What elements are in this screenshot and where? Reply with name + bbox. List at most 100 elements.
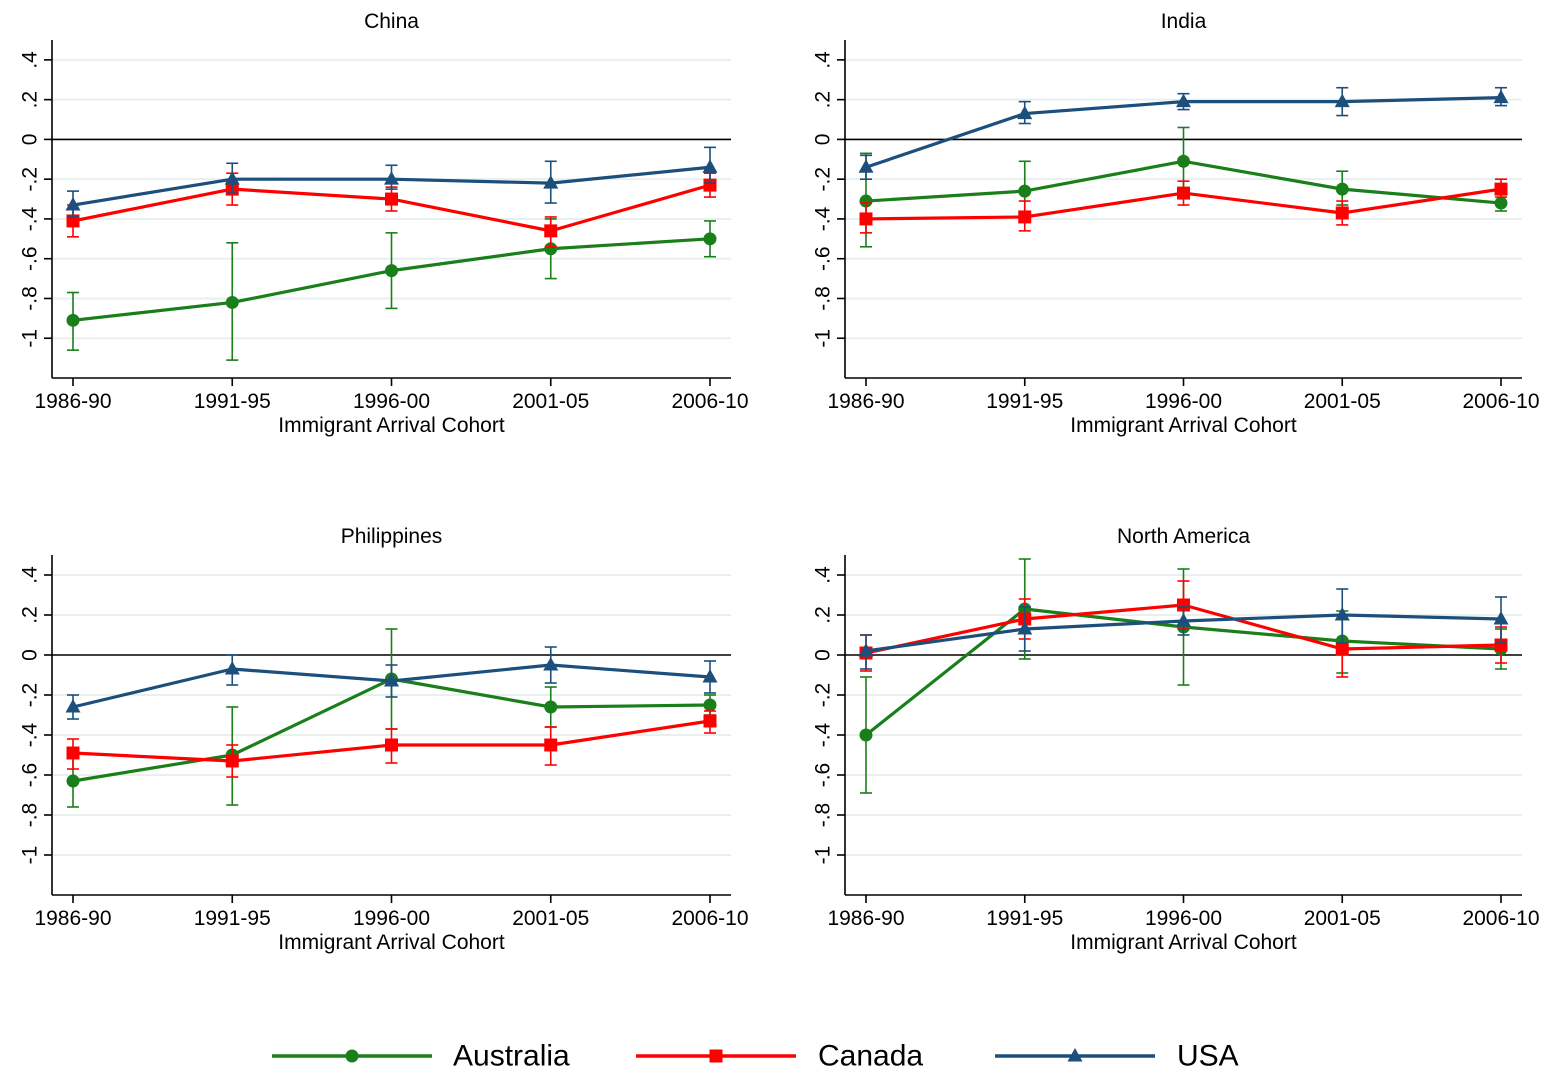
- x-tick-label: 1986-90: [827, 390, 904, 413]
- y-tick-label: -.6: [19, 246, 42, 271]
- y-tick-label: -1: [19, 846, 42, 865]
- point-usa: [65, 197, 81, 211]
- point-usa: [384, 673, 399, 687]
- point-canada: [385, 192, 398, 206]
- point-usa: [1493, 89, 1509, 104]
- series-usa: [858, 86, 1509, 180]
- panel-title: China: [364, 10, 419, 33]
- panel-title: North America: [1117, 525, 1250, 548]
- point-usa: [1334, 607, 1350, 621]
- series-usa: [65, 146, 718, 218]
- point-australia: [703, 698, 717, 712]
- point-canada: [385, 738, 398, 752]
- series-canada: [859, 178, 1508, 234]
- y-tick-label: .2: [19, 606, 42, 624]
- point-usa: [1017, 105, 1033, 120]
- x-tick-label: 1996-00: [353, 390, 430, 413]
- y-tick-label: -1: [812, 846, 835, 865]
- y-tick-label: -1: [812, 329, 835, 348]
- point-usa: [543, 175, 559, 189]
- legend-item-usa: USA: [995, 1040, 1239, 1073]
- legend-item-canada: Canada: [636, 1040, 923, 1073]
- x-tick-label: 2001-05: [1304, 390, 1381, 413]
- y-tick-label: .4: [812, 51, 835, 69]
- legend-marker-canada: [709, 1049, 723, 1063]
- point-canada: [1177, 186, 1190, 200]
- y-tick-label: -.8: [19, 286, 42, 311]
- y-tick-label: -.4: [19, 722, 42, 747]
- y-tick-label: -.4: [812, 206, 835, 231]
- y-tick-label: 0: [19, 134, 42, 146]
- y-tick-label: -.8: [19, 803, 42, 828]
- point-australia: [1494, 196, 1508, 210]
- y-tick-label: .2: [812, 606, 835, 624]
- legend-marker-usa: [1067, 1048, 1083, 1062]
- legend-label: Canada: [818, 1040, 923, 1073]
- y-tick-label: -1: [19, 329, 42, 348]
- y-tick-label: .4: [19, 566, 42, 584]
- x-tick-label: 1996-00: [1145, 907, 1222, 930]
- point-usa: [1334, 93, 1350, 108]
- point-usa: [1176, 93, 1191, 108]
- point-australia: [544, 700, 558, 714]
- point-canada: [1494, 182, 1508, 196]
- point-usa: [858, 643, 874, 657]
- x-tick-label: 1991-95: [986, 390, 1063, 413]
- point-canada: [1177, 598, 1190, 612]
- point-canada: [859, 212, 873, 226]
- point-usa: [224, 661, 240, 675]
- point-australia: [385, 264, 398, 278]
- y-tick-label: 0: [19, 649, 42, 661]
- point-australia: [1177, 154, 1190, 168]
- point-canada: [703, 178, 717, 192]
- y-tick-label: .4: [812, 566, 835, 584]
- point-usa: [1017, 621, 1033, 635]
- y-tick-label: -.2: [812, 683, 835, 708]
- y-tick-label: -.4: [812, 722, 835, 747]
- y-tick-label: -.4: [19, 206, 42, 231]
- point-usa: [384, 171, 399, 185]
- point-canada: [544, 224, 558, 238]
- x-tick-label: 1991-95: [194, 907, 271, 930]
- point-canada: [1018, 210, 1032, 224]
- x-tick-label: 1996-00: [353, 907, 430, 930]
- x-tick-label: 2001-05: [512, 907, 589, 930]
- point-canada: [1494, 638, 1508, 652]
- point-canada: [225, 754, 239, 768]
- x-axis-label: Immigrant Arrival Cohort: [278, 931, 505, 954]
- point-canada: [1335, 642, 1349, 656]
- point-australia: [225, 295, 239, 309]
- x-tick-label: 2001-05: [512, 390, 589, 413]
- point-australia: [66, 313, 80, 327]
- point-canada: [66, 746, 80, 760]
- y-tick-label: -.6: [19, 763, 42, 788]
- y-tick-label: -.8: [812, 803, 835, 828]
- x-tick-label: 1986-90: [34, 390, 111, 413]
- legend-marker-australia: [345, 1049, 359, 1063]
- point-usa: [65, 699, 81, 713]
- legend-item-australia: Australia: [272, 1040, 570, 1073]
- point-usa: [858, 159, 874, 173]
- panel-north-america: .4 .2 0 -.2 -.4 -.6 -.8 -1 1986-90 1991-95 1996-00…: [812, 525, 1540, 954]
- y-tick-label: -.2: [812, 167, 835, 192]
- point-australia: [66, 774, 80, 788]
- x-tick-label: 2001-05: [1304, 907, 1381, 930]
- point-australia: [859, 728, 873, 742]
- x-tick-label: 1991-95: [194, 390, 271, 413]
- y-tick-label: 0: [812, 649, 835, 661]
- point-australia: [703, 232, 717, 246]
- point-canada: [1335, 206, 1349, 220]
- x-tick-label: 1991-95: [986, 907, 1063, 930]
- legend: Australia Canada USA: [272, 1040, 1239, 1073]
- legend-label: Australia: [453, 1040, 570, 1073]
- panel-philippines: .4 .2 0 -.2 -.4 -.6 -.8 -1 1986-90 1991-95 1996-00…: [19, 525, 749, 954]
- point-australia: [544, 242, 558, 256]
- point-usa: [1176, 613, 1191, 627]
- x-tick-label: 2006-10: [1462, 390, 1539, 413]
- x-tick-label: 2006-10: [1462, 907, 1539, 930]
- panel-india: .4 .2 0 -.2 -.4 -.6 -.8 -1 1986-90 1991-95 1996-00…: [812, 10, 1540, 437]
- y-tick-label: .4: [19, 51, 42, 69]
- series-usa: [858, 588, 1509, 670]
- legend-label: USA: [1177, 1040, 1239, 1073]
